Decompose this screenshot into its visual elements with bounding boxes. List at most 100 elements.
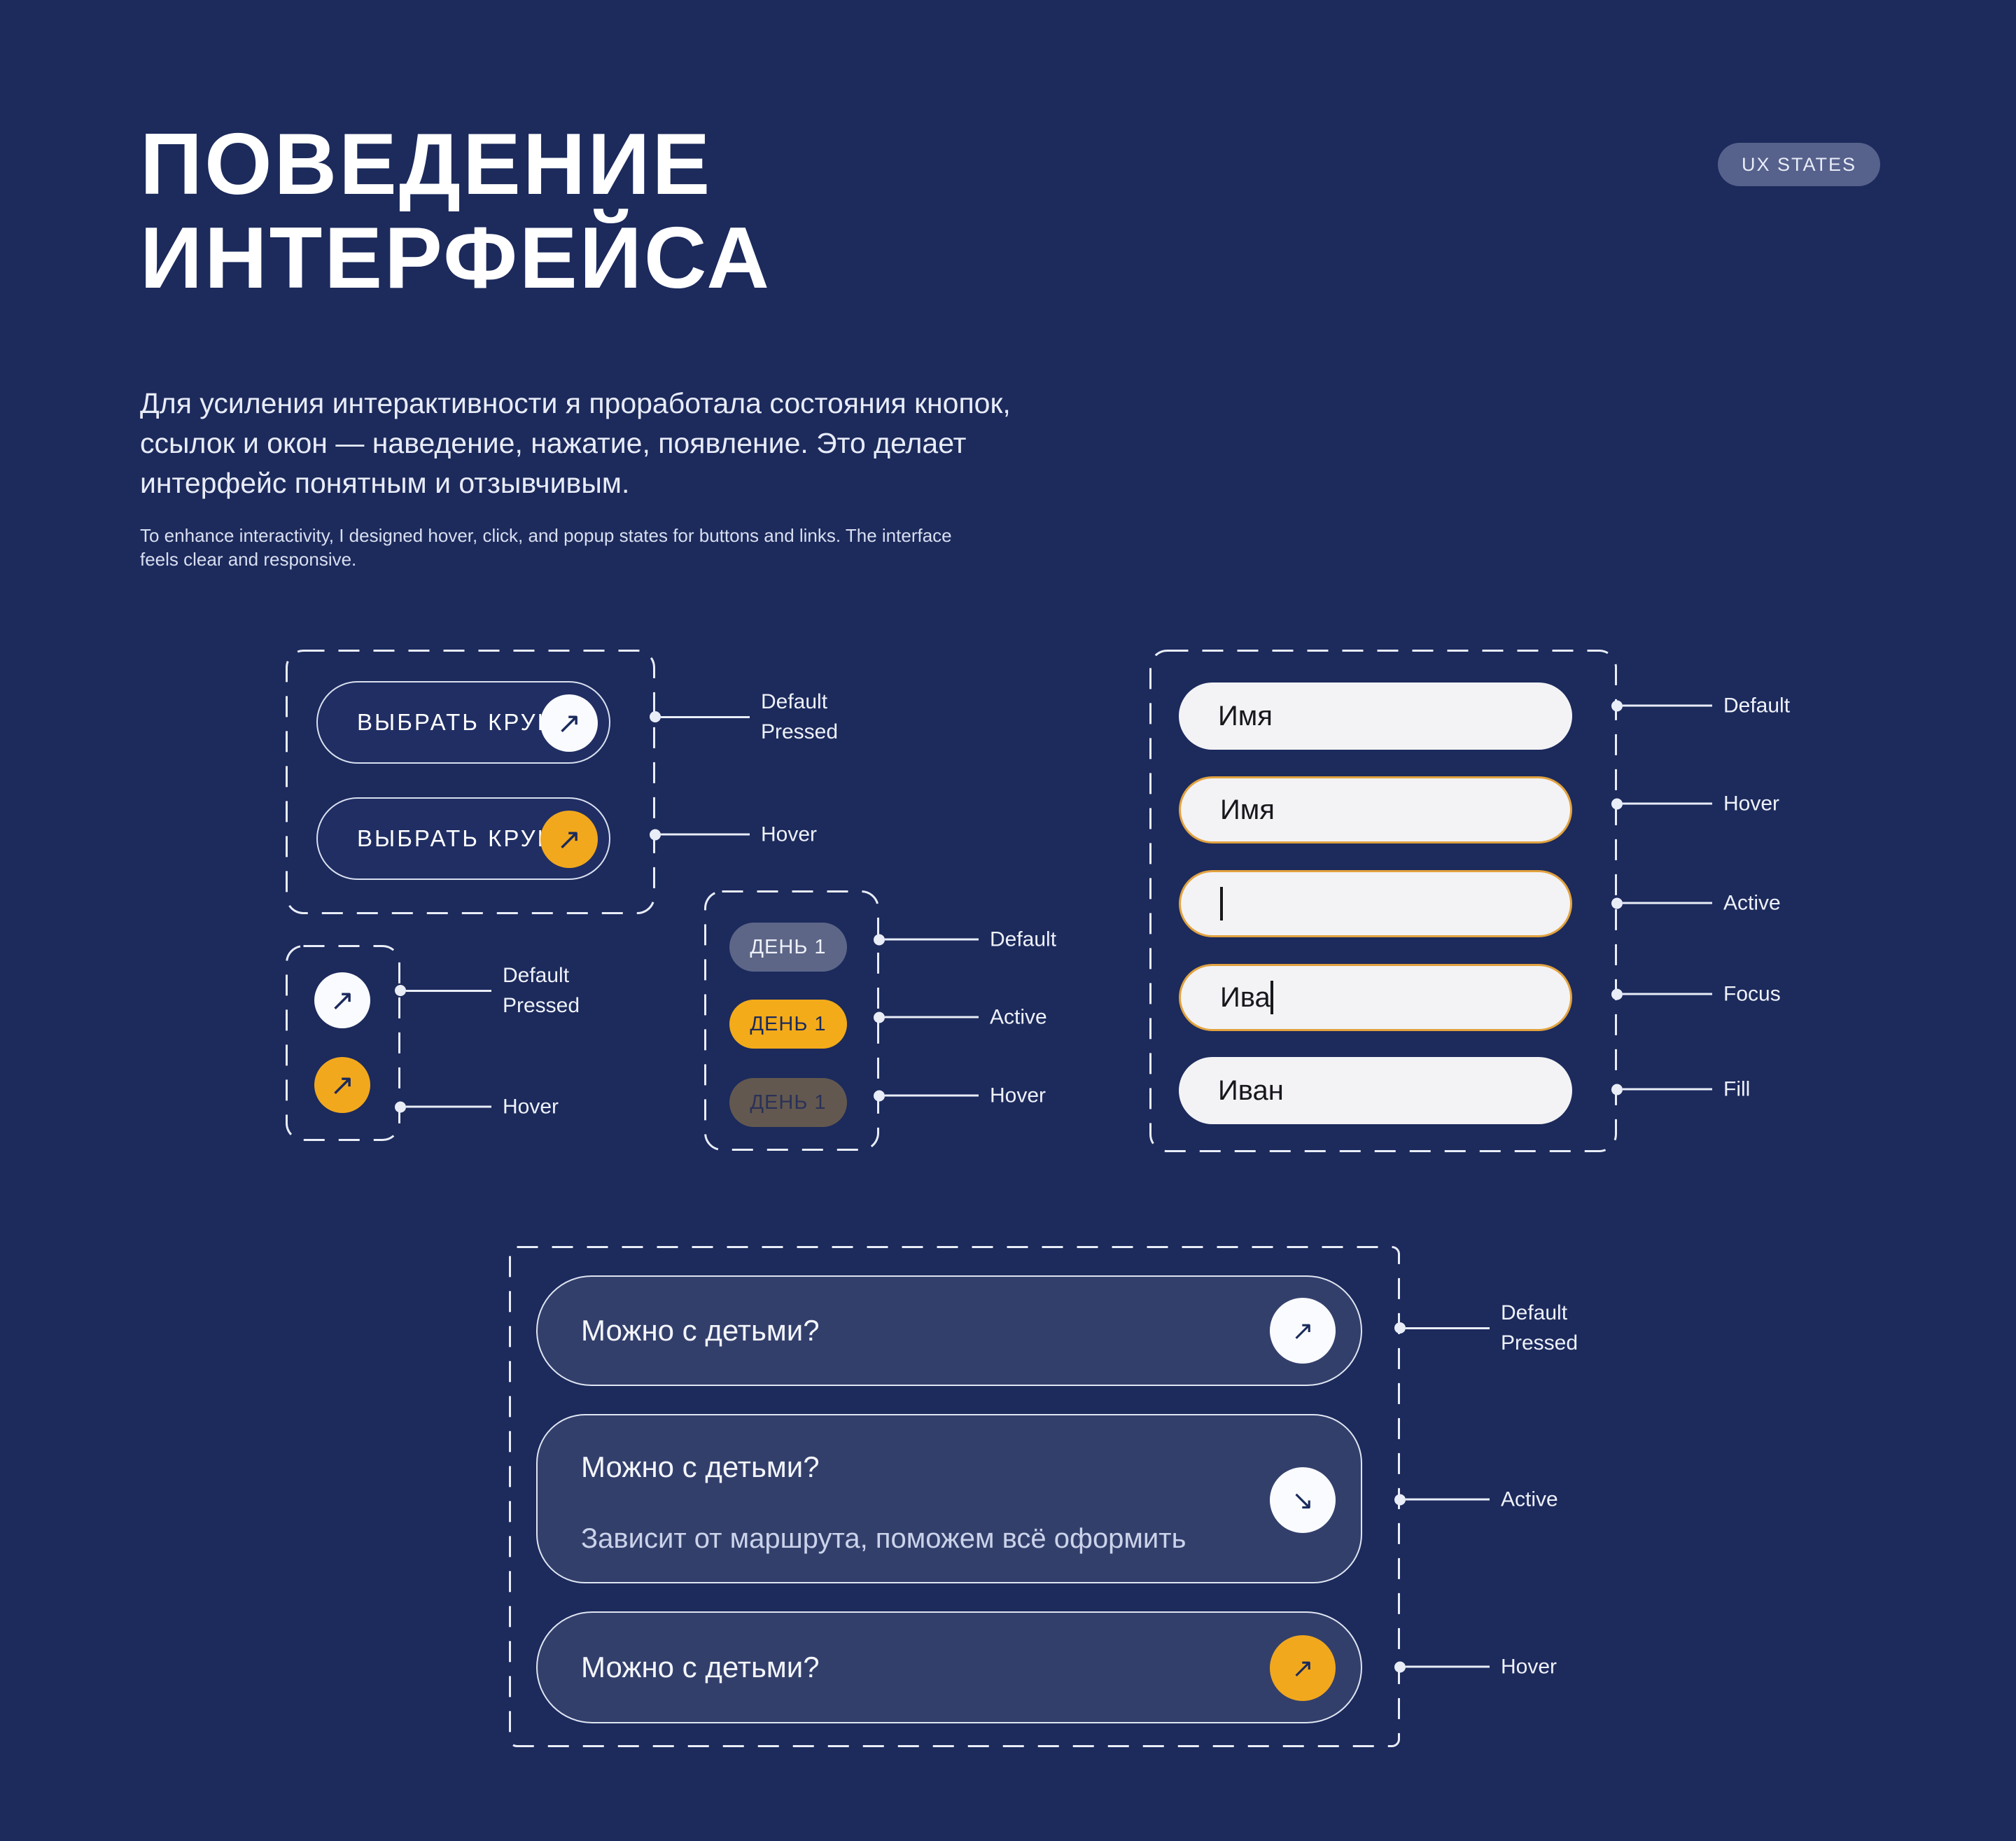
icon-button-hover-connector: Hover xyxy=(395,1092,559,1122)
connector-dot xyxy=(1611,700,1623,711)
input-value: Ива xyxy=(1220,981,1270,1013)
connector-dot xyxy=(1611,1084,1623,1095)
choose-cruise-button-hover[interactable]: ВЫБРАТЬ КРУИЗ ↗ xyxy=(316,797,610,880)
state-label: Hover xyxy=(761,822,818,846)
input-placeholder: Имя xyxy=(1218,700,1273,732)
name-input-focus[interactable]: Ива xyxy=(1179,964,1572,1031)
input-hover-connector: Hover xyxy=(1611,789,1780,819)
title-line-2: ИНТЕРФЕЙСА xyxy=(140,210,771,307)
connector-dot xyxy=(650,711,661,722)
state-label: Default xyxy=(990,927,1057,951)
connector-line xyxy=(885,1094,979,1097)
faq-card-active[interactable]: Можно с детьми? Зависит от маршрута, пом… xyxy=(536,1414,1362,1583)
chip-default-connector: Default xyxy=(874,925,1057,955)
state-label: Default Pressed xyxy=(1501,1301,1578,1354)
intro-ru-line: интерфейс понятным и отзывчивым. xyxy=(140,467,630,499)
state-label: Active xyxy=(1723,891,1781,915)
connector-line xyxy=(661,833,750,836)
cta-group-outline xyxy=(286,650,655,914)
faq-answer: Зависит от маршрута, поможем всё оформит… xyxy=(581,1523,1186,1554)
name-input-default[interactable]: Имя xyxy=(1179,682,1572,750)
arrow-up-right-glyph: ↗ xyxy=(556,822,582,856)
faq-question: Можно с детьми? xyxy=(581,1314,820,1347)
title-line-1: ПОВЕДЕНИЕ xyxy=(140,116,713,213)
connector-line xyxy=(1406,1326,1490,1329)
expand-button[interactable]: ↗ xyxy=(1270,1298,1336,1364)
arrow-up-right-icon: ↗ xyxy=(540,811,598,868)
connector-dot xyxy=(395,985,406,996)
state-label: Focus xyxy=(1723,982,1781,1006)
connector-line xyxy=(885,1016,979,1018)
input-active-connector: Active xyxy=(1611,888,1781,918)
day-chip-active[interactable]: ДЕНЬ 1 xyxy=(729,1000,847,1049)
icon-button-default-connector: Default Pressed xyxy=(395,960,580,1021)
connector-line xyxy=(406,989,491,992)
arrow-up-right-glyph: ↗ xyxy=(330,983,355,1017)
name-input-hover[interactable]: Имя xyxy=(1179,776,1572,844)
icon-button-group-outline xyxy=(286,945,400,1141)
day-chip-default[interactable]: ДЕНЬ 1 xyxy=(729,923,847,972)
input-focus-connector: Focus xyxy=(1611,979,1781,1009)
connector-line xyxy=(1623,1088,1712,1091)
state-label: Hover xyxy=(503,1095,559,1119)
state-label: Hover xyxy=(1501,1655,1558,1679)
connector-line xyxy=(1406,1665,1490,1668)
state-label: Default Pressed xyxy=(503,964,580,1017)
state-label: Active xyxy=(990,1005,1047,1029)
connector-line xyxy=(661,715,750,718)
faq-card-default[interactable]: Можно с детьми? ↗ xyxy=(536,1275,1362,1386)
input-value: Иван xyxy=(1218,1074,1284,1106)
connector-line xyxy=(1623,993,1712,995)
connector-dot xyxy=(1611,798,1623,809)
chip-active-connector: Active xyxy=(874,1002,1047,1032)
state-label: Active xyxy=(1501,1488,1558,1511)
connector-dot xyxy=(1611,897,1623,909)
arrow-up-right-glyph: ↗ xyxy=(556,706,582,740)
faq-question: Можно с детьми? xyxy=(581,1450,820,1483)
day-chip-label: ДЕНЬ 1 xyxy=(750,1012,827,1035)
cta-default-connector: Default Pressed xyxy=(650,687,838,747)
connector-line xyxy=(1623,704,1712,707)
faq-question: Можно с детьми? xyxy=(581,1651,820,1684)
connector-line xyxy=(1406,1498,1490,1501)
faq-default-connector: Default Pressed xyxy=(1394,1298,1578,1358)
state-label: Hover xyxy=(1723,792,1780,816)
arrow-up-right-icon: ↗ xyxy=(540,694,598,752)
intro-russian: Для усиления интерактивности я проработа… xyxy=(140,384,1011,503)
connector-dot xyxy=(874,1090,885,1101)
chip-hover-connector: Hover xyxy=(874,1081,1046,1111)
day-chip-label: ДЕНЬ 1 xyxy=(750,1091,827,1114)
connector-line xyxy=(1623,902,1712,904)
connector-dot xyxy=(1611,988,1623,1000)
faq-card-hover[interactable]: Можно с детьми? ↗ xyxy=(536,1611,1362,1723)
collapse-button[interactable]: ↘ xyxy=(1270,1467,1336,1533)
state-label: Default xyxy=(1723,694,1791,718)
name-input-active[interactable] xyxy=(1179,870,1572,937)
input-placeholder: Имя xyxy=(1220,794,1275,825)
expand-button[interactable]: ↗ xyxy=(1270,1635,1336,1701)
arrow-icon-button-default[interactable]: ↗ xyxy=(314,972,370,1028)
choose-cruise-button-default[interactable]: ВЫБРАТЬ КРУИЗ ↗ xyxy=(316,681,610,764)
intro-ru-line: ссылок и окон — наведение, нажатие, появ… xyxy=(140,427,967,459)
arrow-icon-button-hover[interactable]: ↗ xyxy=(314,1057,370,1113)
name-input-fill[interactable]: Иван xyxy=(1179,1057,1572,1124)
faq-hover-connector: Hover xyxy=(1394,1652,1558,1682)
intro-ru-line: Для усиления интерактивности я проработа… xyxy=(140,387,1011,419)
input-fill-connector: Fill xyxy=(1611,1074,1751,1105)
day-chip-hover[interactable]: ДЕНЬ 1 xyxy=(729,1078,847,1127)
connector-dot xyxy=(395,1101,406,1112)
intro-english: To enhance interactivity, I designed hov… xyxy=(140,524,952,571)
choose-cruise-label: ВЫБРАТЬ КРУИЗ xyxy=(357,709,573,735)
state-label: Hover xyxy=(990,1084,1046,1107)
connector-dot xyxy=(1394,1322,1406,1334)
arrow-up-right-glyph: ↗ xyxy=(1292,1315,1314,1346)
connector-dot xyxy=(874,1011,885,1023)
state-label: Fill xyxy=(1723,1077,1751,1101)
cta-hover-connector: Hover xyxy=(650,820,818,850)
arrow-up-right-glyph: ↗ xyxy=(330,1068,355,1102)
connector-line xyxy=(885,938,979,941)
day-chip-label: ДЕНЬ 1 xyxy=(750,935,827,958)
connector-line xyxy=(1623,802,1712,805)
intro-en-line: feels clear and responsive. xyxy=(140,549,357,570)
connector-dot xyxy=(1394,1661,1406,1672)
